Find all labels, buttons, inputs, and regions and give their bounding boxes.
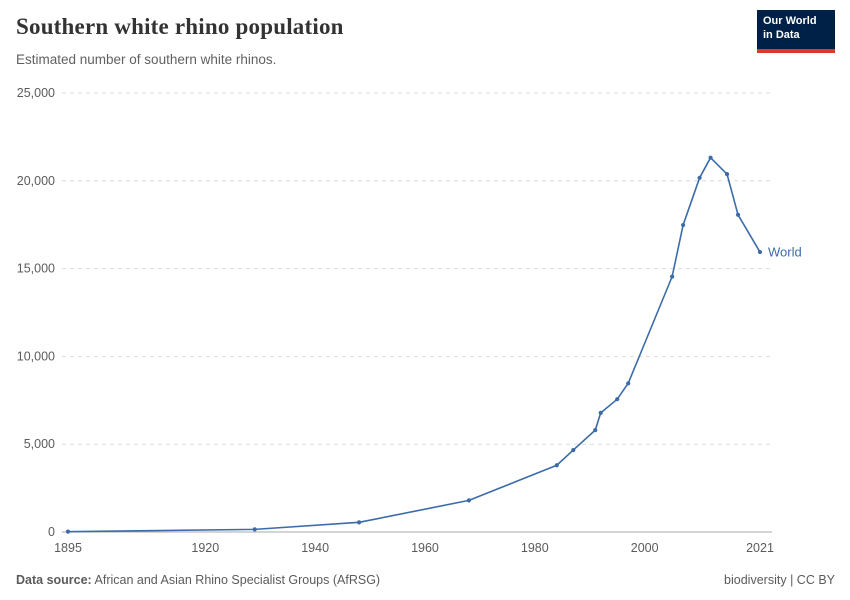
y-tick-label: 15,000 [17, 262, 55, 276]
data-point[interactable] [593, 428, 598, 433]
x-tick-label: 2021 [746, 541, 774, 555]
data-point[interactable] [598, 410, 603, 415]
license-separator: | [790, 573, 797, 587]
data-source-text: African and Asian Rhino Specialist Group… [94, 573, 381, 587]
data-point[interactable] [571, 447, 576, 453]
data-point[interactable] [252, 527, 257, 532]
chart-footer: Data source: African and Asian Rhino Spe… [16, 573, 835, 587]
data-point[interactable] [65, 529, 71, 534]
y-tick-label: 10,000 [17, 349, 55, 363]
cc-by-link[interactable]: CC BY [796, 573, 835, 587]
data-source-label: Data source: [16, 573, 92, 587]
y-tick-label: 25,000 [17, 86, 55, 100]
x-tick-label: 1980 [521, 541, 549, 555]
data-point[interactable] [708, 155, 713, 160]
world-series-label: World [768, 245, 802, 260]
data-point[interactable] [356, 520, 362, 525]
world-series-line[interactable] [67, 156, 761, 533]
y-tick-label: 5,000 [24, 437, 55, 451]
data-point[interactable] [757, 249, 763, 255]
data-point[interactable] [554, 463, 559, 468]
x-tick-label: 1895 [54, 541, 82, 555]
license-note: biodiversity | CC BY [724, 573, 835, 587]
data-point[interactable] [670, 274, 675, 279]
data-point[interactable] [466, 498, 472, 503]
population-line-chart[interactable]: 0 5,000 10,000 15,000 20,000 25,000 1895 1920 19… [0, 80, 850, 560]
data-point[interactable] [615, 397, 620, 402]
x-tick-label: 2000 [631, 541, 659, 555]
data-point[interactable] [626, 381, 631, 386]
y-tick-label: 20,000 [17, 174, 55, 188]
chart-title: Southern white rhino population [16, 14, 344, 39]
data-point[interactable] [735, 212, 741, 217]
data-point[interactable] [681, 222, 686, 228]
x-tick-label: 1920 [191, 541, 219, 555]
owid-logo-line2: in Data [763, 28, 800, 41]
owid-logo-line1: Our World [763, 15, 817, 27]
data-source-note: Data source: African and Asian Rhino Spe… [16, 573, 380, 587]
chart-subtitle: Estimated number of southern white rhino… [16, 52, 277, 67]
x-tick-label: 1940 [301, 541, 329, 555]
biodiversity-link[interactable]: biodiversity [724, 573, 787, 587]
owid-logo[interactable]: Our World in Data [757, 10, 835, 53]
x-tick-label: 1960 [411, 541, 439, 555]
y-tick-label: 0 [48, 525, 55, 539]
data-point[interactable] [697, 175, 702, 180]
data-point[interactable] [724, 172, 730, 177]
